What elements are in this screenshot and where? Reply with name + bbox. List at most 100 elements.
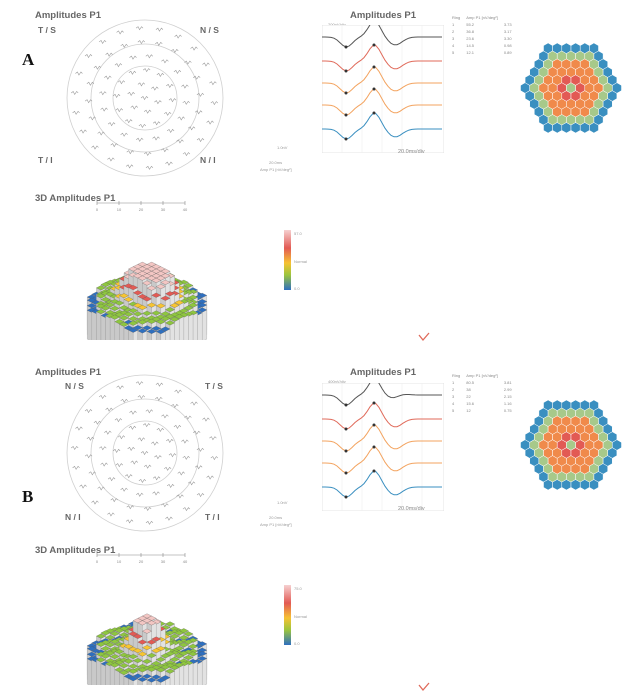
surface-cell (96, 633, 106, 639)
n1-marker (344, 137, 348, 141)
surface-cell (165, 291, 175, 297)
scale-label-b-1: 1.0nV (277, 500, 288, 505)
p1-marker (372, 65, 376, 69)
surface-cell (160, 311, 171, 317)
surface-column-side (183, 663, 189, 685)
trace-title-a: Amplitudes P1 (350, 10, 416, 21)
waveform-glyph (193, 430, 201, 435)
waveform-glyph (97, 131, 105, 136)
waveform-glyph (71, 445, 79, 451)
legend-label-a-top: 57.0 (294, 231, 302, 236)
ring-trace-2 (322, 44, 442, 72)
surface-cell (109, 631, 120, 637)
surface-cell (160, 653, 171, 659)
waveform-glyph (154, 455, 162, 460)
surface-column-side (179, 664, 184, 685)
trace-scale-top-b: 400nV/div (328, 379, 346, 384)
surface-cell (142, 296, 152, 302)
waveform-glyph (115, 463, 123, 468)
surface-cell (100, 305, 111, 311)
surface-cell (169, 665, 180, 670)
surface-cell (142, 310, 152, 316)
waveform-glyph (206, 475, 214, 480)
surface-cell (174, 300, 185, 305)
surface-cell (128, 668, 139, 674)
waveform-glyph (193, 75, 201, 80)
surface-cell (188, 302, 198, 308)
waveform-glyph (194, 465, 203, 470)
waveform-glyph (184, 415, 192, 420)
waveform-glyph (143, 506, 152, 512)
surface-cell (109, 639, 120, 645)
surface-column-side (183, 314, 189, 340)
waveform-glyph (156, 427, 165, 432)
field-ring-2 (90, 398, 200, 508)
surface-column-side (192, 661, 198, 685)
waveform-glyph (130, 105, 138, 110)
surface-column-side (105, 663, 111, 685)
surface-column-side (202, 658, 207, 685)
surface-cell (119, 293, 129, 299)
panel-letter-a: A (22, 50, 35, 69)
surface-cell (132, 325, 143, 331)
surface-cell (188, 643, 198, 649)
table-row: 1 55.2 3.73 (452, 22, 512, 27)
surface-cell (128, 285, 139, 291)
surface-cell (183, 639, 194, 645)
waveform-glyph (206, 120, 214, 125)
ring-table-header-ring: Ring (452, 373, 461, 378)
surface-cell (165, 320, 175, 326)
waveform-glyph (202, 417, 210, 422)
ring-trace-4 (322, 88, 442, 116)
p1-marker (372, 87, 376, 91)
waveform-glyph (86, 81, 95, 86)
legend-label-a-mid: Normal (294, 259, 307, 264)
waveform-glyph (84, 409, 93, 414)
surface-cell (174, 662, 185, 668)
surface-column-side (105, 315, 111, 340)
waveform-glyph (114, 63, 123, 68)
three-d-scale-label: 0 (96, 207, 99, 212)
surface-column-side (114, 669, 120, 685)
surface-cell (132, 290, 143, 296)
waveform-glyph (140, 451, 149, 456)
surface-column-side (202, 309, 207, 340)
surface-cell (142, 658, 152, 664)
surface-cell (109, 662, 120, 668)
n1-marker (344, 449, 348, 453)
surface-cell (183, 282, 194, 288)
waveform-glyph (71, 90, 79, 96)
surface-cell (132, 658, 143, 663)
field-ring-3 (112, 65, 178, 131)
color-legend-bar-a (284, 230, 291, 290)
waveform-glyph (110, 143, 118, 148)
waveform-glyph (155, 382, 164, 387)
table-row: 2 36.8 3.17 (452, 29, 512, 34)
surface-column-side (96, 311, 102, 340)
waveform-glyph (116, 30, 124, 35)
surface-column-side (87, 309, 92, 340)
waveform-glyph (72, 465, 80, 470)
p1-marker (372, 423, 376, 427)
surface-cell (128, 631, 139, 637)
field-ring-1 (66, 374, 224, 532)
scale-label-b-2: 20.0ms (269, 515, 283, 520)
waveform-glyph (127, 446, 135, 451)
surface-cell (165, 668, 175, 674)
surface-cell (142, 280, 152, 286)
waveform-glyph (112, 448, 121, 453)
surface-column-side (91, 311, 97, 340)
surface-cell (151, 636, 162, 642)
waveform-glyph (104, 430, 112, 435)
waveform-glyph (107, 122, 116, 127)
n1-marker (344, 91, 348, 95)
waveform-glyph (154, 100, 162, 105)
waveform-glyph (128, 70, 137, 75)
waveform-glyph (86, 436, 95, 441)
trace-scale-bottom-a: 20.0ms/div (398, 149, 425, 155)
surface-cell (96, 293, 106, 299)
surface-cell (114, 659, 125, 665)
surface-cell (119, 315, 129, 321)
waveform-glyph (105, 52, 113, 57)
waveform-glyph (156, 72, 165, 77)
